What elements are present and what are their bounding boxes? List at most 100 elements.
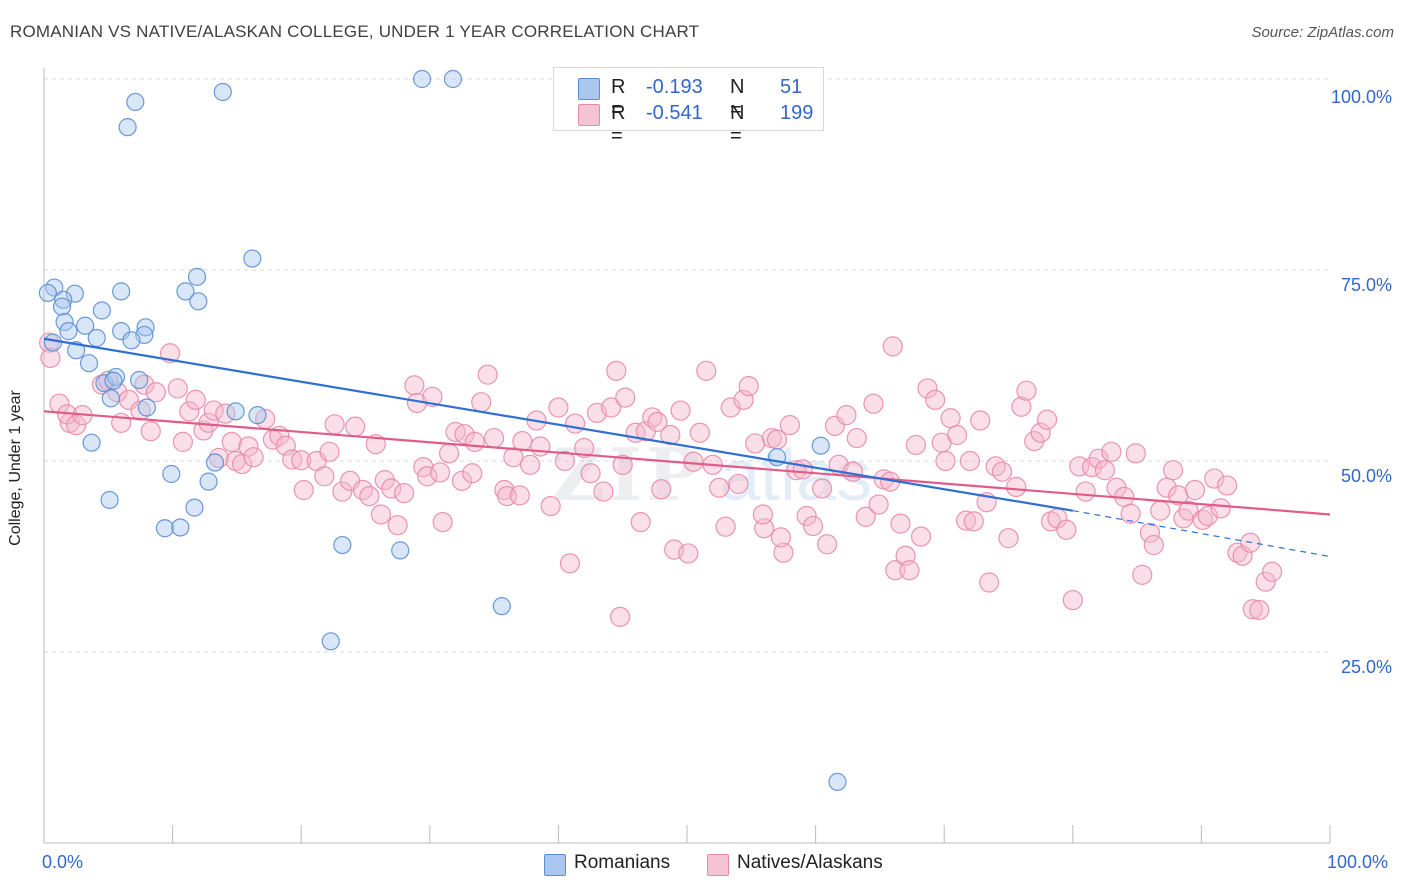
romanians-points [38, 69, 847, 791]
data-point [1006, 476, 1027, 498]
data-point [172, 431, 193, 452]
data-point [610, 606, 631, 627]
data-point [122, 331, 141, 350]
data-point [87, 328, 106, 348]
source-label: Source: ZipAtlas.com [1251, 24, 1394, 41]
data-point [167, 378, 188, 399]
legend-n-label: N = [730, 76, 745, 121]
data-point [155, 519, 174, 538]
data-point [205, 453, 225, 472]
data-point [1062, 589, 1083, 611]
data-point [226, 402, 245, 421]
data-point [917, 378, 938, 399]
data-point [429, 462, 451, 483]
data-point [752, 504, 773, 525]
data-point [647, 411, 668, 433]
data-point [391, 541, 410, 560]
data-point [66, 414, 87, 436]
data-point [40, 347, 61, 368]
data-point [991, 461, 1013, 482]
data-point [145, 382, 166, 403]
data-point [1197, 505, 1218, 527]
data-point [985, 456, 1006, 477]
legend-r-value: -0.541 [646, 102, 703, 124]
data-point [651, 479, 672, 500]
data-point [404, 375, 425, 396]
data-point [770, 527, 791, 548]
data-point [802, 515, 824, 537]
data-point [471, 392, 492, 413]
natives-trend-line [43, 410, 1331, 516]
data-point [43, 333, 63, 352]
data-point [540, 495, 561, 517]
data-point [811, 436, 830, 455]
data-point [836, 405, 857, 426]
data-point [855, 506, 876, 527]
legend-swatch-blue [578, 78, 600, 100]
data-point [1030, 422, 1051, 443]
data-point [606, 360, 627, 381]
data-point [796, 505, 817, 527]
data-point [314, 466, 335, 487]
axes [43, 68, 1331, 844]
legend-r-value: -0.193 [646, 76, 703, 98]
data-point [92, 301, 111, 320]
svg-text:ZIP: ZIP [552, 432, 704, 517]
data-point [243, 447, 264, 468]
data-point [203, 400, 224, 421]
data-point [715, 516, 736, 537]
bottom-legend-label: Natives/Alaskans [737, 852, 883, 873]
data-point [565, 413, 586, 434]
data-point [101, 389, 120, 408]
data-point [828, 772, 847, 791]
data-point [630, 512, 651, 533]
data-point [321, 632, 340, 651]
data-point [817, 534, 838, 555]
data-point [243, 249, 262, 268]
data-point [863, 393, 884, 414]
data-point [176, 282, 195, 301]
data-point [477, 364, 498, 385]
data-point [696, 360, 717, 381]
data-point [1156, 477, 1177, 498]
data-point [112, 282, 131, 301]
natives-points [39, 332, 1283, 627]
data-point [79, 354, 99, 373]
legend-swatch-pink [578, 104, 600, 126]
data-point [963, 511, 984, 532]
data-point [1101, 441, 1122, 462]
data-point [779, 414, 800, 436]
y-tick-label: 50.0% [1341, 466, 1392, 486]
data-point [171, 518, 190, 537]
data-point [1120, 503, 1141, 524]
data-point [593, 481, 614, 502]
data-point [1232, 545, 1253, 566]
data-point [179, 401, 200, 422]
data-point [126, 92, 145, 112]
data-point [238, 436, 259, 457]
data-point [365, 434, 386, 455]
data-point [432, 512, 453, 533]
data-point [1262, 561, 1283, 582]
trend-lines [43, 337, 1331, 558]
data-point [136, 318, 155, 337]
x-tick-right: 100.0% [1327, 852, 1389, 872]
data-point [443, 69, 463, 89]
data-point [484, 427, 505, 449]
data-point [683, 451, 704, 472]
data-point [324, 414, 345, 435]
data-point [65, 284, 84, 303]
data-point [54, 290, 73, 309]
legend-r-label: R = [611, 102, 626, 147]
data-point [130, 370, 149, 390]
legend-n-label: N = [730, 102, 745, 147]
data-point [189, 292, 208, 311]
data-point [998, 528, 1019, 549]
data-point [417, 466, 438, 487]
data-point [1139, 522, 1161, 543]
data-point [1132, 564, 1153, 585]
data-point [332, 481, 353, 502]
data-point [231, 453, 253, 475]
data-point [1255, 571, 1276, 592]
data-point [940, 408, 961, 429]
